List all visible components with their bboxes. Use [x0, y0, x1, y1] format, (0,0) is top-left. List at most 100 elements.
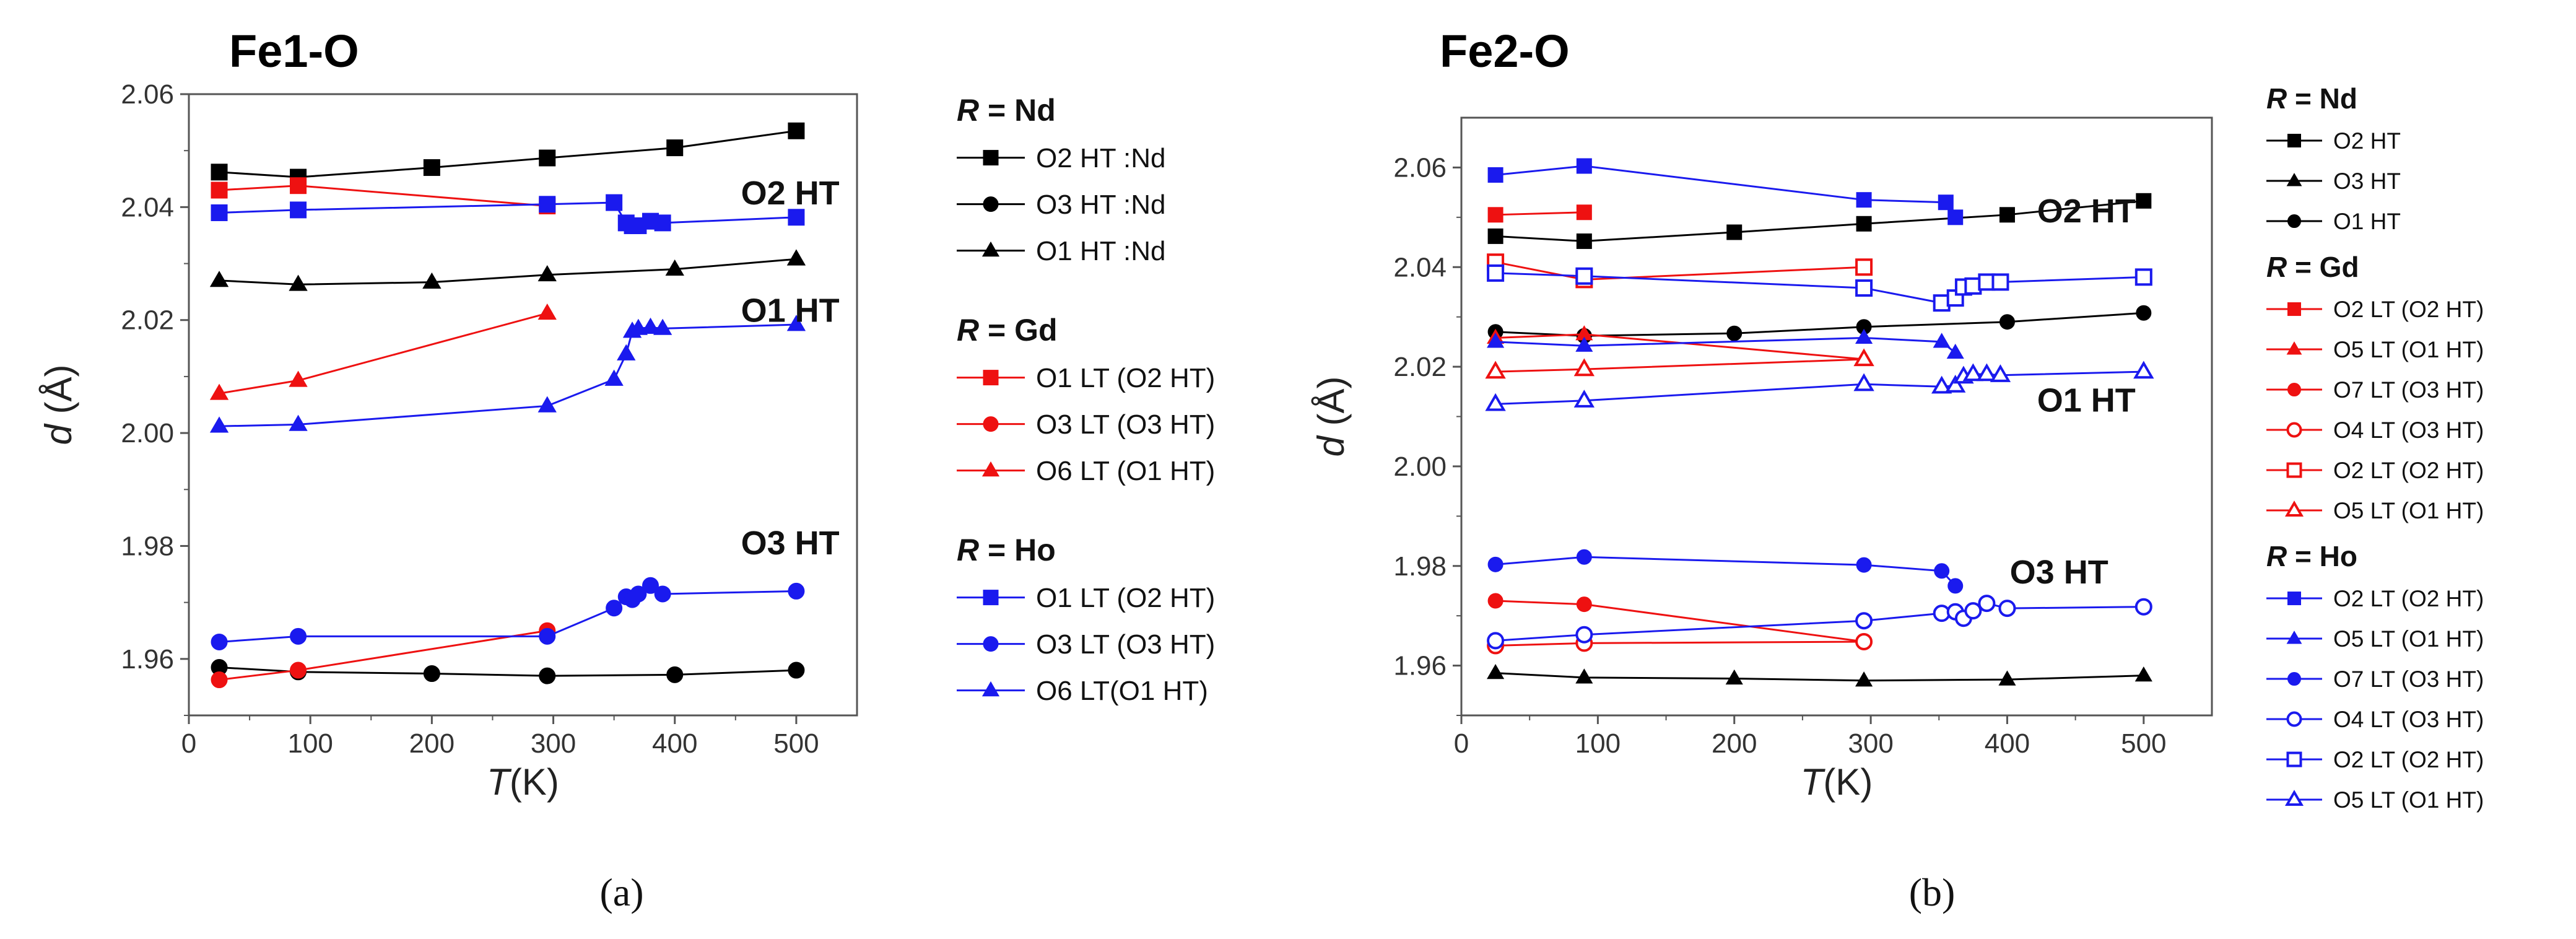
panel-b-series-nd-0 — [1487, 193, 2152, 249]
panel-a-annotation-label: O3 HT — [741, 525, 840, 562]
panel-b-series-line — [1495, 211, 1585, 216]
panel-b-data-point — [1485, 360, 1506, 379]
panel-a-data-point — [290, 662, 307, 679]
panel-b-data-point — [1487, 167, 1503, 183]
panel-b-legend-marker — [2286, 631, 2302, 644]
panel-b-legend-marker — [2286, 173, 2302, 186]
panel-b-legend-marker — [2286, 751, 2302, 767]
panel-b-data-point — [1999, 314, 2015, 330]
panel-a-data-point — [539, 667, 556, 684]
panel-b-data-point — [1726, 224, 1743, 240]
panel-b-legend-entry-label: O2 LT (O2 HT) — [2333, 297, 2484, 322]
panel-a-data-point — [539, 627, 556, 645]
panel-a-data-point — [630, 585, 647, 603]
panel-b-data-point — [1576, 204, 1592, 221]
panel-a-legend-marker — [981, 461, 1000, 477]
panel-b-y-tick-label: 1.98 — [1393, 551, 1447, 582]
panel-a-data-point — [786, 315, 806, 331]
panel-b-data-point — [1964, 277, 1982, 295]
panel-a-data-point — [211, 633, 228, 650]
panel-a-x-axis-label: T(K) — [487, 761, 559, 803]
panel-a-data-point — [665, 259, 684, 276]
panel-a-legend-entry-label: O1 LT (O2 HT) — [1036, 363, 1215, 393]
panel-a-data-point — [788, 209, 805, 226]
panel-b-series-nd-1 — [1487, 663, 2152, 687]
panel-b-legend-entry-label: O2 LT (O2 HT) — [2333, 458, 2484, 483]
panel-a-data-point — [617, 344, 636, 360]
panel-b-data-point — [1573, 390, 1595, 408]
panel-b-data-point — [1576, 596, 1592, 613]
panel-b-data-point — [1487, 264, 1505, 282]
panel-a-data-point — [604, 369, 624, 386]
panel-a-data-point — [423, 665, 440, 683]
panel-a-legend-header: R = Ho — [957, 533, 1056, 567]
panel-b-y-axis-label: d (Å) — [1310, 376, 1352, 456]
panel-b-x-axis-label: T(K) — [1801, 761, 1873, 803]
panel-a-legend-entry-label: O1 HT :Nd — [1036, 236, 1165, 266]
panel-b-data-point — [1946, 343, 1964, 359]
panel-a-data-point — [642, 577, 659, 594]
panel-b-data-point — [1976, 363, 1998, 382]
panel-b-data-point — [1487, 593, 1503, 609]
panel-b-data-point — [1487, 663, 1505, 679]
panel-b-legend-marker — [2286, 462, 2302, 478]
panel-a-data-point — [290, 201, 307, 219]
panel-a-x-tick-label: 0 — [181, 728, 196, 759]
panel-a-legend-entry-label: O3 HT :Nd — [1036, 190, 1165, 220]
panel-a-legend-entry-label: O3 LT (O3 HT) — [1036, 629, 1215, 660]
panel-b-data-point — [1933, 333, 1951, 348]
panel-a-y-tick-label: 2.04 — [121, 192, 174, 222]
panel-b-data-point — [1991, 273, 2009, 291]
panel-b-data-point — [1855, 671, 1873, 687]
panel-a-data-point — [211, 181, 228, 199]
panel-b-series-ho-13 — [1487, 264, 2152, 312]
panel-b-data-point — [1856, 216, 1872, 232]
panel-b-data-point — [1487, 632, 1505, 650]
panel-b-data-point — [1576, 549, 1592, 565]
panel-a-data-point — [539, 196, 556, 213]
panel-b-legend-entry-label: O5 LT (O1 HT) — [2333, 787, 2484, 813]
panel-a-data-point — [654, 585, 671, 603]
panel-a-series-gd-5 — [209, 303, 557, 400]
panel-b-series-line — [1495, 672, 2144, 682]
panel-b-data-point — [1487, 207, 1503, 223]
panel-a-data-point — [629, 318, 648, 335]
panel-a-data-point — [537, 303, 557, 320]
panel-b-data-point — [1726, 325, 1743, 341]
panel-a-plot-area: 0 100 200 300 400 500 1.96 1.98 2.00 2.02 2.04 2.06… — [38, 79, 1215, 803]
panel-b-annotation-label: O2 HT — [2037, 193, 2136, 230]
panel-b-x-tick-label: 200 — [1712, 728, 1757, 759]
panel-a-data-point — [539, 149, 556, 167]
panel-b-data-point — [1931, 375, 1952, 394]
panel-b-data-point — [1998, 600, 2016, 618]
panel-a-y-tick-label: 2.06 — [121, 79, 174, 110]
panel-b-data-point — [1947, 209, 1964, 225]
panel-a-legend-entry-label: O1 LT (O2 HT) — [1036, 583, 1215, 613]
panel-a-data-point — [653, 318, 672, 335]
panel-b-legend-entry-label: O3 HT — [2333, 168, 2401, 194]
panel-b-series-gd-8 — [1485, 348, 1874, 379]
panel-a-legend-marker — [981, 241, 1000, 257]
panel-a-legend-marker — [981, 681, 1000, 697]
panel-b-data-point — [1855, 612, 1873, 630]
panel-a-x-tick-label: 100 — [287, 728, 333, 759]
panel-a-series-ho-7 — [211, 577, 805, 650]
panel-a-data-point — [290, 177, 307, 194]
panel-b-data-point — [1573, 358, 1595, 377]
panel-b-data-point — [1487, 333, 1505, 348]
panel-a-legend-header: R = Nd — [957, 93, 1056, 128]
panel-b-data-point — [1853, 373, 1874, 391]
panel-b-data-point — [1853, 348, 1874, 367]
panel-a-data-point — [209, 416, 229, 433]
panel-a-y-tick-label: 1.96 — [121, 644, 174, 675]
panel-b-data-point — [1938, 194, 1954, 211]
panel-a-legend-marker — [983, 370, 999, 386]
panel-a-y-tick-label: 2.02 — [121, 305, 174, 336]
panel-b-x-tick-label: 0 — [1454, 728, 1469, 759]
panel-b-data-point — [1575, 336, 1593, 352]
panel-a-legend-entry-label: O6 LT(O1 HT) — [1036, 676, 1208, 706]
panel-b-data-point — [1725, 669, 1743, 685]
panel-a-data-point — [422, 272, 442, 289]
panel-b-y-tick-label: 2.00 — [1393, 452, 1447, 482]
